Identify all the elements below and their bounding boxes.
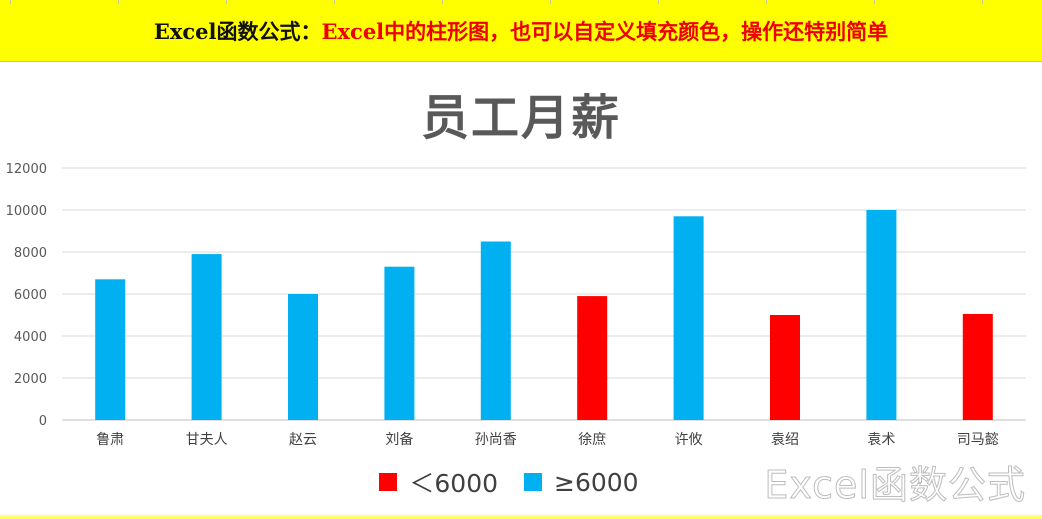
y-tick-label: 2000 [14,372,47,387]
y-tick-label: 4000 [14,330,47,345]
bar [673,216,704,420]
chart-title: 员工月薪 [420,90,621,146]
category-label: 赵云 [289,432,317,448]
bar [384,266,415,420]
category-label: 甘夫人 [186,432,228,448]
watermark: Excel函数公式 [764,463,1026,508]
category-label: 许攸 [675,432,703,448]
bar [866,210,897,420]
legend-label-above: ≥6000 [554,467,639,497]
bottom-strip [0,515,1042,519]
x-axis-categories: 鲁肃 甘夫人 赵云 刘备 孙尚香 徐庶 许攸 袁绍 袁术 司马懿 [96,431,999,448]
bar [288,294,318,420]
y-tick-label: 12000 [6,162,47,177]
y-axis-ticks: 0 2000 4000 6000 8000 10000 12000 [6,162,47,429]
legend-item-above: ≥6000 [524,468,639,497]
y-tick-label: 10000 [6,204,47,219]
gridlines [62,167,1026,421]
legend-item-below: ＜6000 [379,464,498,500]
banner-text: Excel函数公式： Excel中的柱形图，也可以自定义填充颜色，操作还特别简单 [0,0,1042,62]
legend-swatch-below [379,473,398,491]
bar [95,279,126,420]
category-label: 司马懿 [957,432,999,448]
sheet-gridlines [0,0,1042,4]
y-tick-label: 6000 [14,288,47,303]
y-tick-label: 8000 [14,246,47,261]
category-label: 徐庶 [578,432,606,448]
category-label: 袁术 [867,432,895,448]
bar [480,241,511,420]
bar [962,313,993,420]
legend-swatch-above [524,473,543,491]
bar [577,296,608,420]
bars [95,210,993,420]
header-banner: Excel函数公式： Excel中的柱形图，也可以自定义填充颜色，操作还特别简单 [0,0,1042,62]
category-label: 鲁肃 [96,432,124,448]
category-label: 孙尚香 [475,432,517,448]
category-label: 刘备 [385,431,413,448]
banner-lead: Excel函数公式： [153,19,322,44]
y-tick-label: 0 [39,414,47,429]
legend-label-below: ＜6000 [409,469,499,498]
bar [770,315,800,420]
category-label: 袁绍 [771,432,799,448]
bar [191,254,222,420]
legend: ＜6000 ≥6000 [0,464,1030,500]
banner-rest: Excel中的柱形图，也可以自定义填充颜色，操作还特别简单 [321,19,889,44]
